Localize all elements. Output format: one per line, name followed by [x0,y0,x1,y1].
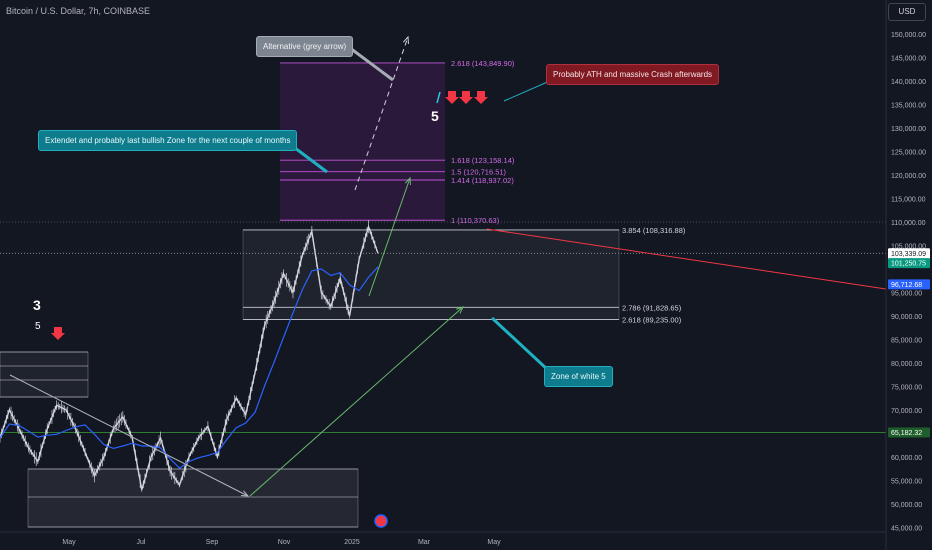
y-tick-label: 110,000.00 [891,220,926,227]
price-tag [888,258,930,269]
level-label: 3.854 (108,316.88) [622,226,686,235]
wave-5-small-label: 5 [35,321,41,332]
wave-5-label: 5 [431,108,439,124]
level-label: 2.786 (91,828.65) [622,303,682,312]
left-resistance-zone [0,351,89,398]
y-tick-label: 115,000.00 [891,196,926,203]
down-arrow-head [240,490,250,497]
fib-extension-zone [280,62,445,221]
level-label: 1.414 (118,937.02) [451,176,514,185]
y-tick-label: 85,000.00 [891,337,922,344]
down-arrow [9,374,249,497]
y-tick-label: 135,000.00 [891,103,926,110]
down-red-arrow-icon [459,91,473,104]
level-label: 2.618 (89,235.00) [622,316,682,325]
x-tick-label: Nov [278,539,291,546]
y-tick-label: 80,000.00 [891,361,922,368]
alternative-pointer [349,46,394,82]
symbol-title: Bitcoin / U.S. Dollar, 7h, COINBASE [6,6,151,16]
white5-zone [242,229,620,320]
level-label: 1.618 (123,158.14) [451,156,515,165]
alternative-arrow-head [402,35,409,45]
y-tick-label: 105,000.00 [891,243,926,250]
down-red-arrow-icon [445,91,459,104]
white5-pointer [490,316,550,372]
y-tick-label: 45,000.00 [891,525,922,532]
x-tick-label: Mar [418,539,431,546]
white5-callout: Zone of white 5 [544,366,613,387]
y-tick-label: 150,000.00 [891,32,926,39]
price-tag-label: 101,250.75 [891,261,926,268]
price-tag [888,279,930,290]
up-arrow-short-head [404,176,411,186]
price-tag-label: 103,339.09 [891,251,926,258]
level-label: 2.618 (143,849.90) [451,59,515,68]
x-tick-label: May [62,539,76,546]
crash-callout: Probably ATH and massive Crash afterward… [546,64,720,85]
y-tick-label: 120,000.00 [891,173,926,180]
red-trend-line [486,228,887,290]
bullish-pointer [294,146,328,174]
level-label: 1 (110,370.63) [451,216,500,225]
y-tick-label: 55,000.00 [891,478,922,485]
x-tick-label: Sep [206,539,219,546]
alternative-callout: Alternative (grey arrow) [256,36,354,57]
up-arrow-short [368,177,411,297]
y-tick-label: 60,000.00 [891,455,922,462]
down-red-arrow-icon [474,91,488,104]
crash-pointer [503,79,553,102]
x-tick-label: May [487,539,501,546]
y-tick-label: 90,000.00 [891,314,922,321]
y-tick-label: 125,000.00 [891,150,926,157]
down-red-arrow-icon [51,327,65,340]
price-tag [888,427,930,438]
y-tick-label: 70,000.00 [891,408,922,415]
bottom-support-zone [27,468,359,528]
price-tag-label: 65,182.32 [891,430,922,437]
y-tick-label: 145,000.00 [891,56,926,63]
wave-3-label: 3 [33,297,41,313]
currency-button[interactable]: USD [888,3,926,21]
us-flag-event-icon [374,514,388,528]
y-tick-label: 130,000.00 [891,126,926,133]
wave-tick [436,91,441,104]
y-tick-label: 50,000.00 [891,502,922,509]
price-tag-label: 96,712.68 [891,282,922,289]
up-arrow-long-head [456,306,464,314]
x-tick-label: Jul [137,539,146,546]
moving-average-line [0,266,379,469]
x-tick-label: 2025 [344,539,360,546]
y-tick-label: 95,000.00 [891,290,922,297]
y-tick-label: 140,000.00 [891,79,926,86]
up-arrow-long [249,306,464,497]
y-tick-label: 75,000.00 [891,384,922,391]
level-label: 1.5 (120,716.51) [451,168,507,177]
bullish-zone-callout: Extendet and probably last bullish Zone … [38,130,298,151]
